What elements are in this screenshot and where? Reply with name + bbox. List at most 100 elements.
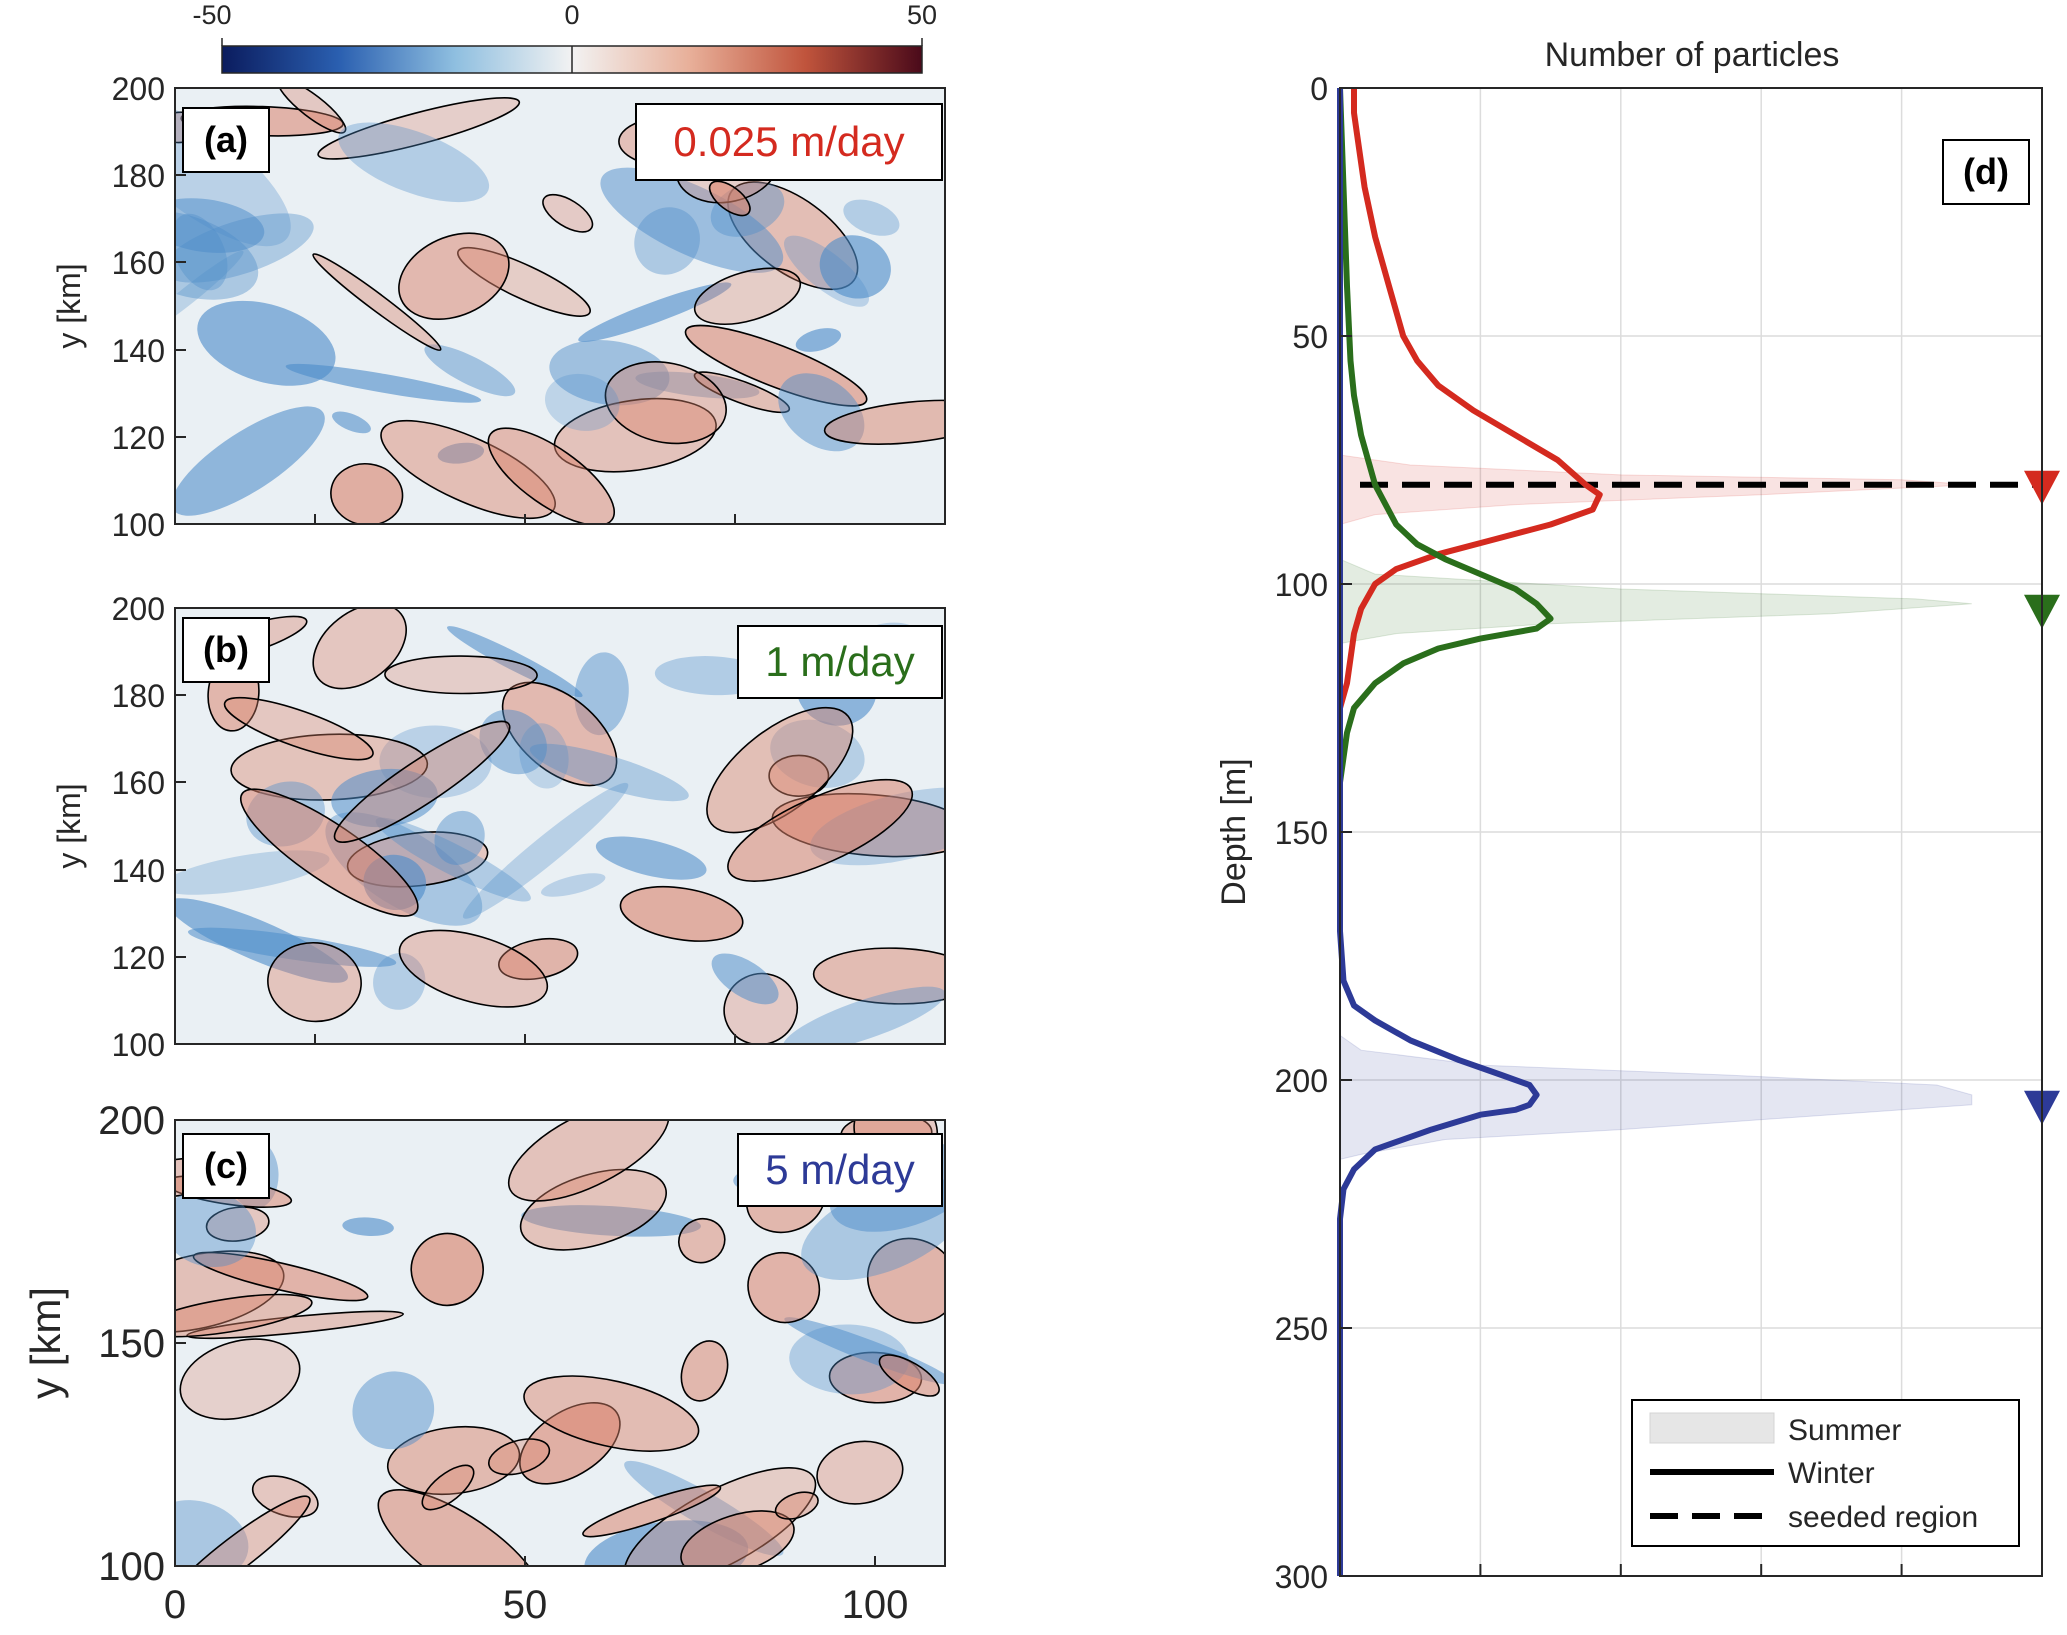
positive-anomaly-patch [507,1120,670,1202]
negative-anomaly-patch [540,873,606,897]
depth-tick-label: 50 [1292,319,1328,355]
panel-b-ytick: 120 [112,940,165,976]
negative-anomaly-patch [175,213,228,291]
panel-a-yticks: 200 180 160 140 120 100 [112,71,736,543]
negative-anomaly-patch [634,207,700,275]
negative-anomaly-patch [578,282,732,342]
panel-d-yticks: 0 50 100 150 200 250 300 [1275,71,1352,1595]
panel-a-ylabel: y [km] [51,263,87,348]
legend-winter-label: Winter [1788,1457,1875,1490]
negative-anomaly-patch [843,199,900,236]
panel-c-ytick: 200 [98,1099,165,1143]
panel-c: 200 150 100 0 50 100 y [km] (c) 5 m/day [22,1099,946,1627]
positive-anomaly-patch [192,1251,369,1302]
negative-anomaly-patch [795,328,842,352]
colorbar-tick-max: 50 [907,0,937,30]
positive-anomaly-patch [421,1464,475,1511]
panel-c-label: (c) [204,1145,248,1186]
negative-anomaly-patch [434,810,485,865]
negative-anomaly-patch [338,122,490,203]
depth-tick-label: 100 [1275,567,1328,603]
legend-summer-swatch [1649,1412,1775,1444]
positive-anomaly-patch [774,1491,819,1520]
panel-c-label-box [182,1133,270,1199]
panel-a-speed-label: 0.025 m/day [673,118,904,165]
negative-anomaly-patch [352,1371,435,1450]
positive-anomaly-patch [267,941,362,1023]
positive-anomaly-patch [205,1206,270,1242]
negative-anomaly-patch [437,442,485,464]
positive-anomaly-patch [317,97,521,160]
panel-c-ticks: 200 150 100 0 50 100 [98,1099,908,1627]
panel-c-xtick: 50 [503,1583,548,1627]
positive-anomaly-patch [498,937,579,981]
legend-summer-label: Summer [1788,1414,1901,1447]
positive-anomaly-patch [582,1484,722,1538]
positive-anomaly-patch [816,1440,904,1505]
positive-anomaly-patch [384,655,538,695]
negative-anomaly-patch [332,411,371,434]
panel-a-field-patches [175,88,945,524]
positive-anomaly-patch [747,1251,821,1324]
panel-b-field-patches [175,608,945,1044]
panel-b-ytick: 100 [112,1027,165,1063]
positive-anomaly-patch [768,754,830,798]
positive-anomaly-patch [678,1217,726,1264]
positive-anomaly-patch [487,427,616,524]
panel-d-winter-lines [1337,87,1603,1576]
negative-anomaly-patch [783,235,870,307]
positive-anomaly-patch [823,399,945,445]
negative-anomaly-patch [285,363,482,403]
panel-d-label: (d) [1963,151,2009,192]
panel-d-legend: Summer Winter seeded region [1631,1399,2020,1547]
positive-anomaly-patch [186,1310,404,1340]
positive-anomaly-patch [604,360,727,445]
depth-tick-label: 250 [1275,1311,1328,1347]
panel-a-ytick: 160 [112,245,165,281]
negative-anomaly-patch [175,850,330,895]
positive-anomaly-patch [501,681,618,787]
negative-anomaly-patch [373,953,426,1010]
panel-b-label-box [182,617,270,683]
negative-anomaly-patch [600,167,784,273]
panel-d-title: Number of particles [1545,36,1840,74]
depth-tick-label: 300 [1275,1559,1328,1595]
negative-anomaly-patch [778,373,865,452]
winter-distribution-line [1337,88,1603,709]
negative-anomaly-patch [175,210,259,300]
panel-b-label: (b) [203,629,249,670]
winter-distribution-line [1337,87,1554,783]
panel-c-xtick: 0 [164,1583,186,1627]
negative-anomaly-patch [789,1324,909,1395]
negative-anomaly-patch [375,817,531,902]
positive-anomaly-patch [878,1354,940,1397]
positive-anomaly-patch [330,462,404,524]
negative-anomaly-patch [519,723,569,789]
panel-c-xtick: 100 [842,1583,909,1627]
winter-distribution-line [1337,88,1540,1576]
panel-a-ytick: 200 [112,71,165,107]
negative-anomaly-patch [342,1217,394,1237]
positive-anomaly-patch [312,253,442,351]
panel-c-speed-label: 5 m/day [765,1146,914,1193]
negative-anomaly-patch [331,768,438,828]
negative-anomaly-patch [175,406,325,516]
positive-anomaly-patch [386,1425,521,1496]
negative-anomaly-patch [175,1189,256,1268]
panel-b-speed-box [737,625,943,699]
positive-anomaly-patch [542,193,594,233]
panel-a: 200 180 160 140 120 100 y [km] (a) 0.025… [51,71,946,543]
positive-anomaly-patch [179,1338,301,1421]
depth-tick-label: 200 [1275,1063,1328,1099]
panel-a-ytick: 120 [112,420,165,456]
negative-anomaly-patch [479,709,547,775]
panel-c-ylabel: y [km] [22,1287,69,1399]
panel-b-speed-label: 1 m/day [765,638,914,685]
legend-seeded-label: seeded region [1788,1501,1978,1534]
positive-anomaly-patch [519,1168,668,1251]
panel-b-axes-box [174,607,946,1045]
positive-anomaly-patch [727,778,914,882]
negative-anomaly-patch [175,1500,249,1566]
positive-anomaly-patch [175,1293,313,1338]
